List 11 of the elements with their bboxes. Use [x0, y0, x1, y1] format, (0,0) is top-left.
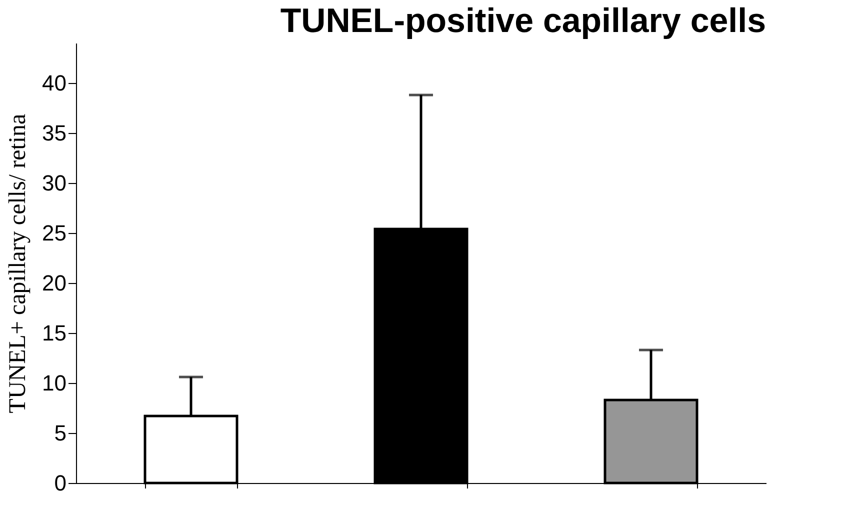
y-tick-label: 10	[42, 370, 66, 396]
y-tick-label: 40	[42, 70, 66, 96]
y-tick-label: 20	[42, 270, 66, 296]
y-tick-label: 25	[42, 220, 66, 246]
y-tick-label: 5	[54, 420, 66, 446]
y-tick-label: 15	[42, 320, 66, 346]
y-tick-label: 30	[42, 170, 66, 196]
y-axis-title: TUNEL+ capillary cells/ retina	[5, 113, 32, 414]
y-tick-label: 0	[54, 470, 66, 496]
chart-title: TUNEL-positive capillary cells	[280, 2, 766, 40]
y-tick-label: 35	[42, 120, 66, 146]
